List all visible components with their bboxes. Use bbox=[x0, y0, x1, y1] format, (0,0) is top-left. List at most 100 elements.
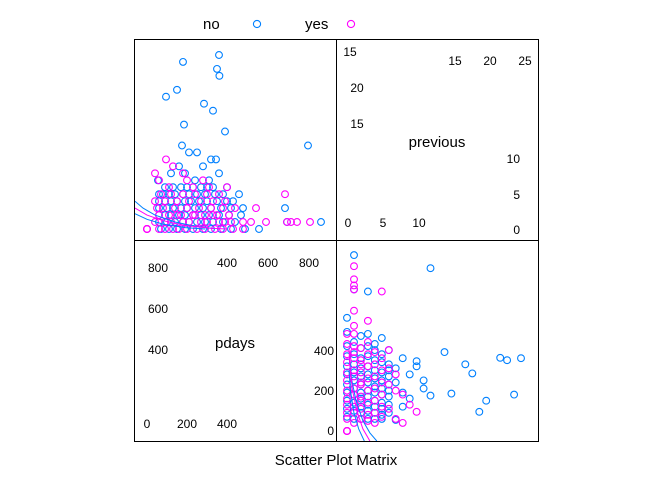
data-point-yes bbox=[239, 218, 247, 226]
data-point-yes bbox=[343, 376, 351, 385]
data-point-no bbox=[181, 197, 189, 206]
data-point-no bbox=[426, 264, 435, 273]
data-point-yes bbox=[215, 218, 223, 226]
variable-name-previous: previous bbox=[409, 134, 466, 151]
data-point-no bbox=[412, 357, 421, 366]
data-point-yes bbox=[350, 321, 358, 330]
data-point-yes bbox=[356, 368, 365, 377]
data-point-yes bbox=[370, 408, 379, 417]
data-point-yes bbox=[377, 412, 386, 421]
data-point-no bbox=[343, 396, 351, 405]
data-point-no bbox=[363, 406, 372, 415]
data-point-yes bbox=[363, 362, 372, 371]
tick-label: 600 bbox=[148, 302, 168, 316]
data-point-yes bbox=[227, 218, 235, 226]
data-point-yes bbox=[213, 211, 221, 220]
data-point-no bbox=[169, 183, 177, 192]
data-point-yes bbox=[209, 197, 217, 206]
data-point-no bbox=[447, 389, 456, 398]
data-point-no bbox=[419, 384, 428, 393]
smooth-curve bbox=[135, 213, 206, 230]
tick-label: 0 bbox=[345, 216, 352, 230]
data-point-yes bbox=[405, 400, 414, 409]
data-point-no bbox=[165, 225, 173, 233]
data-point-yes bbox=[195, 204, 203, 213]
data-point-yes bbox=[356, 378, 365, 387]
data-point-yes bbox=[153, 204, 161, 213]
data-point-yes bbox=[377, 378, 386, 387]
tick-label: 20 bbox=[483, 54, 497, 68]
data-point-yes bbox=[167, 190, 175, 199]
data-point-no bbox=[391, 378, 400, 387]
data-point-no bbox=[384, 360, 393, 369]
data-point-yes bbox=[356, 360, 365, 369]
data-point-yes bbox=[363, 338, 372, 346]
data-point-yes bbox=[197, 218, 205, 226]
data-point-yes bbox=[151, 197, 159, 206]
data-point-yes bbox=[370, 372, 379, 381]
data-point-yes bbox=[363, 316, 372, 325]
data-point-no bbox=[426, 391, 435, 400]
data-point-no bbox=[496, 353, 505, 362]
data-point-no bbox=[363, 287, 372, 296]
data-point-yes bbox=[363, 410, 372, 419]
data-point-yes bbox=[207, 204, 215, 213]
data-point-yes bbox=[155, 225, 163, 233]
data-point-no bbox=[179, 57, 187, 66]
data-point-yes bbox=[247, 218, 255, 226]
data-point-yes bbox=[225, 211, 233, 220]
data-point-no bbox=[213, 64, 221, 73]
data-point-yes bbox=[203, 218, 211, 226]
x-axis-label: Scatter Plot Matrix bbox=[275, 452, 398, 469]
scatter-panel-previous-vs-pdays bbox=[343, 251, 525, 441]
data-point-yes bbox=[377, 366, 386, 375]
data-point-no bbox=[398, 354, 407, 363]
data-point-yes bbox=[356, 344, 365, 353]
data-point-no bbox=[419, 376, 428, 385]
data-point-no bbox=[384, 408, 393, 417]
tick-label: 400 bbox=[217, 256, 237, 270]
data-point-yes bbox=[377, 402, 386, 411]
data-point-no bbox=[215, 71, 224, 80]
data-point-yes bbox=[173, 211, 181, 220]
legend-label-yes: yes bbox=[305, 16, 328, 33]
data-point-yes bbox=[350, 354, 358, 363]
data-point-yes bbox=[343, 329, 351, 338]
data-point-no bbox=[356, 332, 365, 340]
data-point-no bbox=[221, 127, 229, 136]
data-point-no bbox=[167, 169, 175, 178]
data-point-no bbox=[237, 211, 245, 220]
smooth-curve bbox=[348, 370, 365, 441]
data-point-yes bbox=[350, 306, 358, 315]
tick-label: 400 bbox=[217, 417, 237, 431]
data-point-yes bbox=[262, 218, 270, 226]
data-point-yes bbox=[350, 285, 358, 294]
data-point-yes bbox=[183, 176, 191, 185]
data-point-yes bbox=[391, 370, 400, 379]
data-point-yes bbox=[343, 340, 351, 348]
data-point-yes bbox=[199, 176, 207, 185]
data-point-no bbox=[343, 404, 351, 413]
data-point-no bbox=[343, 412, 351, 421]
data-point-yes bbox=[283, 218, 291, 226]
data-point-yes bbox=[343, 400, 351, 409]
data-point-no bbox=[193, 148, 201, 157]
data-point-no bbox=[350, 251, 358, 260]
tick-label: 15 bbox=[343, 45, 357, 59]
data-point-no bbox=[162, 92, 170, 101]
data-point-yes bbox=[223, 183, 231, 192]
legend-marker-no bbox=[252, 19, 262, 29]
variable-name-pdays: pdays bbox=[215, 335, 255, 352]
data-point-yes bbox=[343, 358, 351, 367]
data-point-no bbox=[197, 183, 205, 192]
data-point-yes bbox=[171, 204, 179, 213]
tick-label: 10 bbox=[507, 152, 521, 166]
data-point-no bbox=[171, 190, 179, 199]
data-point-yes bbox=[183, 204, 191, 213]
data-point-yes bbox=[179, 190, 187, 199]
data-point-no bbox=[304, 141, 312, 150]
data-point-yes bbox=[287, 218, 295, 226]
data-point-no bbox=[239, 204, 247, 213]
data-point-no bbox=[163, 204, 171, 213]
